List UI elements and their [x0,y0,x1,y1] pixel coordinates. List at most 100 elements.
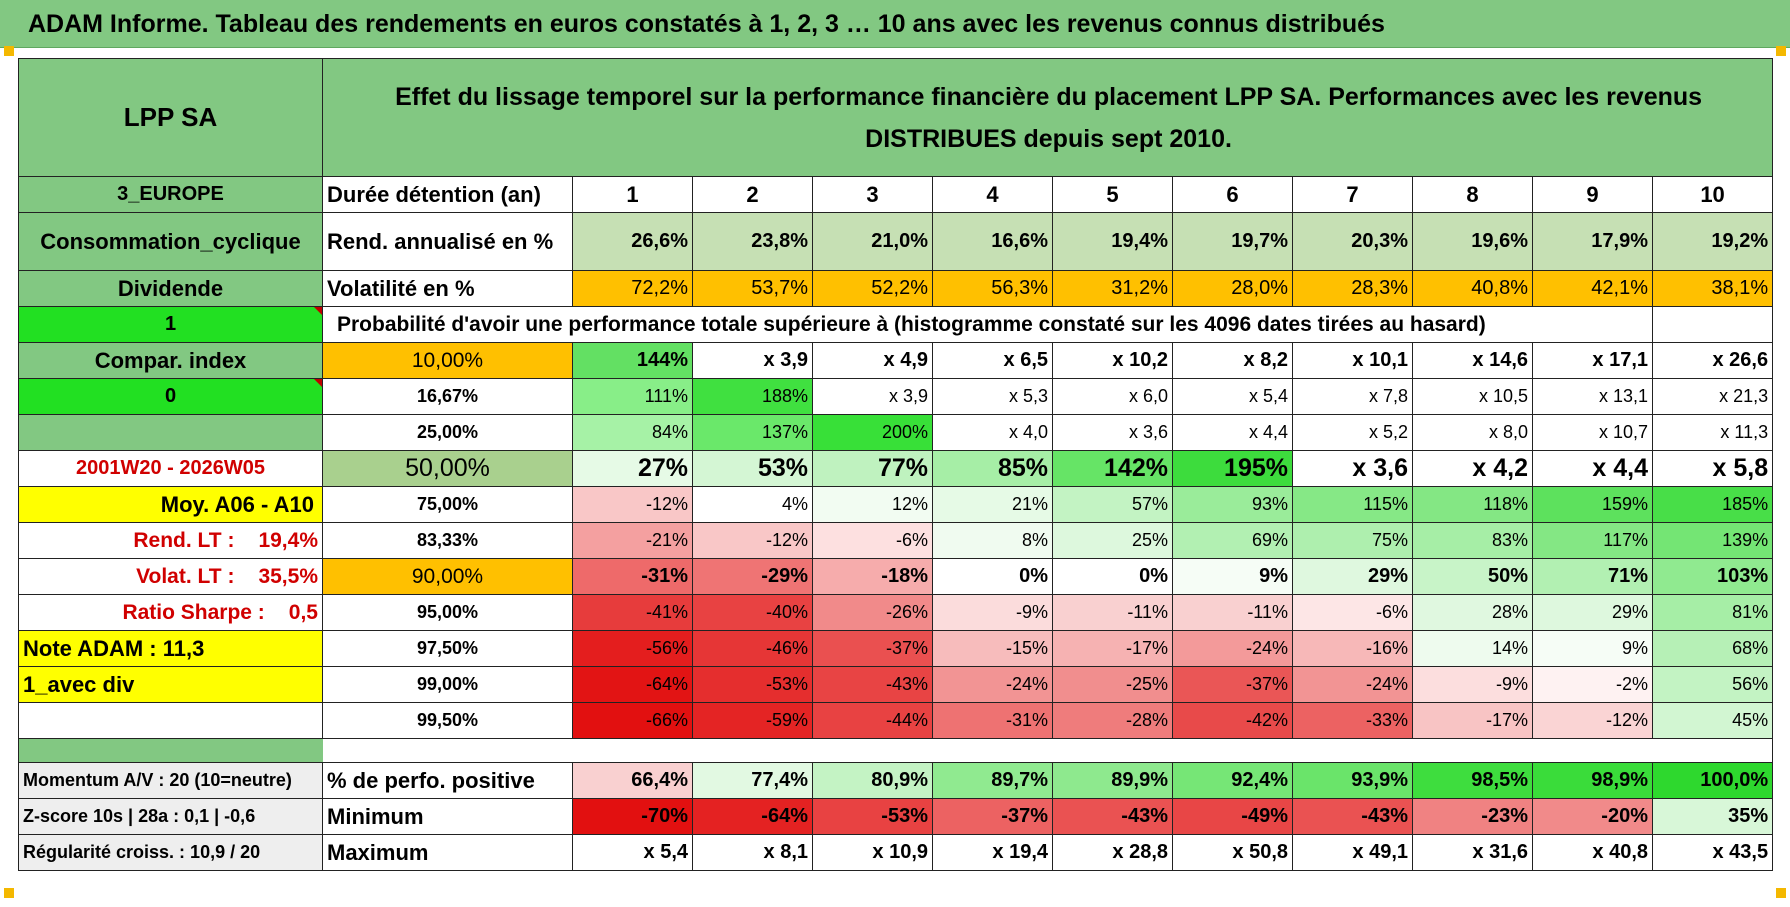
annual-return-value: 23,8% [692,212,813,271]
prob-cell: 188% [692,378,813,415]
duration-header: 2 [692,176,813,213]
prob-row-25: 25,00% 84% 137% 200% x 4,0 x 3,6 x 4,4 x… [18,414,1774,451]
annual-return-label: Rend. annualisé en % [322,212,573,271]
prob-cell: x 5,8 [1651,450,1774,487]
prob-cell: x 17,1 [1532,342,1653,379]
prob-cell: 115% [1292,486,1413,523]
prob-cell: 29% [1292,558,1413,595]
prob-cell: -12% [1532,702,1653,739]
positive-label: % de perfo. positive [322,762,573,799]
prob-cell: 56% [1651,666,1774,703]
prob-cell: x 5,2 [1292,414,1413,451]
volatility-label: Volatilité en % [322,270,573,307]
positive-value: 100,0% [1651,762,1774,799]
flag-cell-0[interactable]: 0 [18,378,323,415]
prob-cell: -12% [572,486,693,523]
prob-cell: x 3,9 [692,342,813,379]
header-row: LPP SA Effet du lissage temporel sur la … [18,58,1774,177]
annual-return-value: 19,4% [1052,212,1173,271]
prob-cell: x 10,5 [1412,378,1533,415]
minimum-value: -70% [572,798,693,835]
minimum-value: -53% [812,798,933,835]
prob-cell: 81% [1651,594,1774,631]
spacer-cell [322,738,1774,763]
probability-caption-row: 1 Probabilité d'avoir une performance to… [18,306,1774,343]
rend-lt-label: Rend. LT : [133,528,235,552]
probability-threshold: 50,00% [322,450,573,487]
prob-cell: 139% [1651,522,1774,559]
maximum-value: x 28,8 [1052,834,1173,871]
prob-cell: -24% [932,666,1053,703]
prob-cell: -6% [1292,594,1413,631]
prob-cell: 111% [572,378,693,415]
prob-cell: 27% [572,450,693,487]
minimum-value: -37% [932,798,1053,835]
prob-cell: -64% [572,666,693,703]
prob-row-99: 1_avec div 99,00% -64% -53% -43% -24% -2… [18,666,1774,703]
prob-cell: 117% [1532,522,1653,559]
returns-table: LPP SA Effet du lissage temporel sur la … [18,58,1774,871]
probability-threshold: 10,00% [322,342,573,379]
prob-cell: -53% [692,666,813,703]
prob-cell: 68% [1651,630,1774,667]
probability-threshold: 83,33% [322,522,573,559]
positive-value: 89,7% [932,762,1053,799]
prob-cell: -17% [1412,702,1533,739]
prob-cell: x 8,0 [1412,414,1533,451]
prob-cell: x 7,8 [1292,378,1413,415]
prob-cell: 159% [1532,486,1653,523]
minimum-label: Minimum [322,798,573,835]
prob-cell: x 26,6 [1651,342,1774,379]
minimum-value: -43% [1052,798,1173,835]
probability-threshold: 16,67% [322,378,573,415]
zone-label: 3_EUROPE [18,176,323,213]
prob-cell: -24% [1172,630,1293,667]
duration-header: 3 [812,176,933,213]
maximum-row: Régularité croiss. : 10,9 / 20 Maximum x… [18,834,1774,871]
prob-cell: x 5,3 [932,378,1053,415]
prob-cell: 50% [1412,558,1533,595]
prob-cell: x 4,4 [1172,414,1293,451]
sharpe: Ratio Sharpe : 0,5 [18,594,323,631]
zscore-label: Z-score 10s | 28a : 0,1 | -0,6 [18,798,323,835]
prob-cell: 195% [1172,450,1293,487]
prob-row-90: Volat. LT : 35,5% 90,00% -31% -29% -18% 0… [18,558,1774,595]
volatility-row: Dividende Volatilité en % 72,2% 53,7% 52… [18,270,1774,307]
volatility-value: 31,2% [1052,270,1173,307]
probability-threshold: 75,00% [322,486,573,523]
corner-marker [4,888,14,898]
prob-cell: x 4,4 [1532,450,1653,487]
prob-cell: 77% [812,450,933,487]
maximum-value: x 19,4 [932,834,1053,871]
prob-cell: 0% [932,558,1053,595]
prob-cell: -24% [1292,666,1413,703]
empty-label [18,702,323,739]
prob-cell: -37% [812,630,933,667]
positive-value: 98,9% [1532,762,1653,799]
annual-return-value: 21,0% [812,212,933,271]
prob-cell: 144% [572,342,693,379]
prob-row-10: Compar. index 10,00% 144% x 3,9 x 4,9 x … [18,342,1774,379]
table-description: Effet du lissage temporel sur la perform… [321,58,1774,177]
prob-cell: 71% [1532,558,1653,595]
prob-cell: -9% [1412,666,1533,703]
volat-lt: Volat. LT : 35,5% [18,558,323,595]
volatility-value: 52,2% [812,270,933,307]
prob-cell: 200% [812,414,933,451]
probability-threshold: 99,50% [322,702,573,739]
volatility-value: 28,3% [1292,270,1413,307]
positive-value: 80,9% [812,762,933,799]
flag-cell-1[interactable]: 1 [18,306,323,343]
minimum-value: -49% [1172,798,1293,835]
duration-header: 10 [1651,176,1774,213]
prob-cell: x 4,0 [932,414,1053,451]
prob-cell: x 4,9 [812,342,933,379]
prob-cell: -6% [812,522,933,559]
prob-cell: 4% [692,486,813,523]
prob-row-16: 0 16,67% 111% 188% x 3,9 x 5,3 x 6,0 x 5… [18,378,1774,415]
corner-marker [1776,46,1786,56]
probability-threshold: 95,00% [322,594,573,631]
minimum-value: -64% [692,798,813,835]
volatility-value: 40,8% [1412,270,1533,307]
duration-header: 1 [572,176,693,213]
